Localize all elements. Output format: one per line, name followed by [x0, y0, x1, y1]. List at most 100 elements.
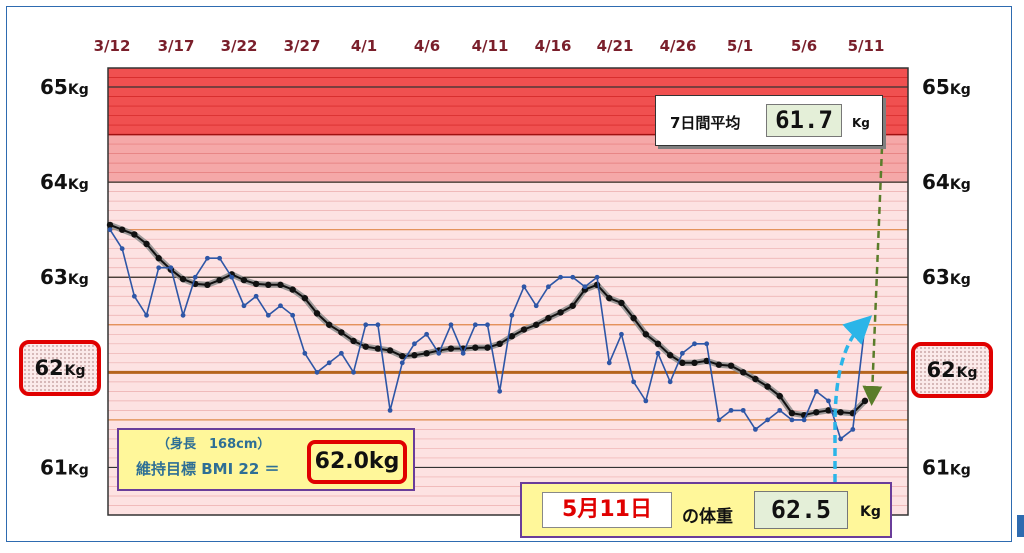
average-point [252, 280, 260, 288]
x-tick-label: 4/6 [414, 37, 440, 55]
seven-day-average-box: 7日間平均 61.7 Kg [655, 95, 883, 146]
target-marker-number: 62 [34, 356, 64, 380]
daily-weight-point [655, 350, 661, 356]
daily-weight-point [107, 227, 113, 233]
x-tick-label: 4/11 [472, 37, 509, 55]
x-tick-label: 3/17 [158, 37, 195, 55]
today-value: 62.5 [754, 491, 848, 529]
average-point [679, 359, 686, 367]
average-point [618, 299, 625, 307]
daily-weight-point [570, 274, 576, 280]
daily-weight-point [533, 303, 539, 309]
average-point [399, 352, 406, 360]
daily-weight-point [168, 265, 174, 271]
y-tick-number: 65 [40, 75, 68, 99]
daily-weight-point [144, 312, 149, 318]
average-point [411, 352, 418, 359]
daily-weight-point [217, 255, 222, 261]
daily-weight-point [205, 255, 210, 261]
daily-weight-point [558, 274, 563, 280]
daily-weight-point [765, 417, 770, 423]
average-point [362, 343, 369, 350]
average-point [776, 392, 783, 400]
daily-weight-point [436, 350, 442, 356]
average-point [374, 345, 382, 352]
daily-weight-point [692, 341, 697, 347]
average-point [569, 302, 576, 309]
average-point [472, 344, 479, 351]
x-tick-label: 4/26 [660, 37, 697, 55]
average-point [179, 275, 187, 283]
x-tick-label: 3/27 [284, 37, 321, 55]
average-point [533, 321, 540, 328]
average-point [727, 362, 735, 369]
average-point [642, 331, 650, 338]
daily-weight-point [545, 284, 551, 290]
y-tick-number: 65 [922, 75, 950, 99]
today-label: の体重 [682, 507, 733, 527]
y-tick-label-left: 63Kg [40, 265, 89, 289]
daily-weight-point [375, 322, 381, 328]
average-point [143, 240, 150, 248]
average-point [545, 314, 552, 322]
x-tick-label: 5/6 [791, 37, 817, 55]
average-label: 7日間平均 [670, 114, 741, 132]
daily-weight-point [582, 284, 588, 290]
daily-weight-point [387, 407, 393, 413]
daily-weight-point [497, 388, 503, 394]
daily-weight-point [399, 360, 405, 366]
average-point [216, 276, 223, 284]
daily-weight-point [813, 388, 819, 394]
target-label: 維持目標 BMI 22 ＝ [136, 460, 280, 478]
average-point [740, 369, 747, 376]
average-point [277, 281, 284, 289]
y-tick-number: 64 [40, 170, 68, 194]
daily-weight-point [838, 436, 844, 442]
y-tick-label-left: 64Kg [40, 170, 89, 194]
average-point [666, 352, 674, 359]
today-date: 5月11日 [542, 492, 672, 528]
daily-weight-point [789, 417, 795, 423]
daily-weight-point [521, 284, 527, 290]
daily-weight-point [777, 407, 783, 413]
average-point [240, 276, 248, 284]
daily-weight-point [338, 350, 344, 356]
average-point [447, 345, 455, 352]
today-weight-arrow [833, 315, 873, 482]
daily-weight-point [156, 265, 162, 271]
corner-mark [1017, 515, 1024, 537]
daily-weight-point [667, 379, 673, 385]
daily-weight-point [801, 417, 807, 423]
average-point [703, 357, 710, 365]
average-point [289, 286, 296, 293]
average-point [764, 383, 771, 390]
average-point [325, 321, 333, 328]
average-point [131, 231, 138, 238]
daily-weight-point [850, 427, 856, 432]
target-marker-number: 62 [926, 358, 956, 382]
y-tick-unit: Kg [68, 272, 89, 288]
daily-weight-point [351, 369, 356, 375]
average-point [118, 226, 126, 233]
daily-weight-point [472, 322, 478, 328]
average-point [508, 333, 516, 340]
y-tick-number: 61 [922, 455, 950, 479]
daily-weight-point [253, 293, 259, 299]
y-tick-label-right: 61Kg [922, 455, 971, 479]
average-point [496, 340, 503, 348]
x-tick-label: 5/11 [848, 37, 885, 55]
daily-weight-point [740, 407, 746, 413]
y-tick-label-left: 65Kg [40, 75, 89, 99]
daily-weight-point [704, 341, 710, 347]
target-bmi-box: （身長 168cm） 維持目標 BMI 22 ＝ 62.0kg [117, 428, 415, 491]
daily-weight-point [241, 303, 247, 309]
daily-weight-point [363, 322, 369, 328]
daily-weight-point [728, 407, 734, 413]
daily-weight-point [131, 293, 137, 299]
daily-weight-point [643, 398, 649, 404]
average-point [691, 359, 698, 367]
average-point [861, 397, 869, 405]
daily-weight-point [192, 274, 198, 280]
x-tick-label: 3/12 [94, 37, 131, 55]
average-point [788, 410, 796, 417]
